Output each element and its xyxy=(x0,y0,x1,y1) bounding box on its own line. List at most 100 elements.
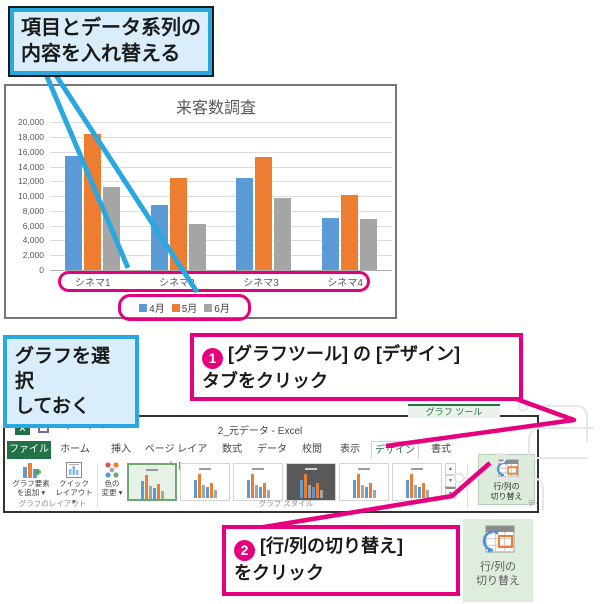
thumbnail-bar xyxy=(421,483,425,498)
gridline xyxy=(50,255,392,257)
thumbnail-bar xyxy=(148,486,152,499)
style-thumbnail-4[interactable] xyxy=(286,463,336,501)
thumbnail-bar xyxy=(405,480,409,498)
ribbon-tab-9[interactable]: 書式 xyxy=(431,444,451,455)
category-axis-highlight: シネマ1 シネマ2 シネマ3 シネマ4 xyxy=(58,271,370,292)
thumbnail-bar xyxy=(201,485,205,498)
tile-label-line2: 切り替え xyxy=(476,575,520,587)
clipped-next-button: デ xyxy=(536,472,537,483)
step1-line1: 1 [グラフツール] の [デザイン] xyxy=(202,342,511,369)
ribbon-tab-0[interactable]: ファイル xyxy=(7,441,51,459)
y-tick-label: 6,000 xyxy=(22,220,44,231)
gallery-scroll-up[interactable]: ▲ xyxy=(445,463,456,475)
select-callout-line2: しておく xyxy=(15,396,90,418)
y-tick-label: 18,000 xyxy=(18,131,44,142)
style-thumbnail-2[interactable] xyxy=(180,463,230,501)
thumbnail-title-bar xyxy=(305,468,317,470)
add-element-label1: グラフ要素 xyxy=(12,479,50,488)
quick-layout-button[interactable]: クイック レイアウト ▾ xyxy=(53,461,95,506)
thumbnail-bar xyxy=(193,480,197,498)
ribbon-tab-3[interactable]: ページ レイアウト xyxy=(144,444,208,473)
ribbon-tab-4[interactable]: 数式 xyxy=(222,444,242,455)
group-divider xyxy=(97,463,98,509)
switch-label2: 切り替え xyxy=(490,492,523,501)
chart-bar-6月-シネマ2 xyxy=(188,223,206,271)
y-tick-label: 14,000 xyxy=(18,161,44,172)
thumbnail-bars xyxy=(299,472,323,498)
thumbnail-bar xyxy=(205,487,209,498)
legend-label: 4月 xyxy=(149,304,165,315)
thumbnail-bar xyxy=(352,480,356,498)
y-tick-label: 12,000 xyxy=(18,176,44,187)
thumbnail-bar xyxy=(360,485,364,498)
gridline xyxy=(50,166,392,168)
style-thumbnail-5[interactable] xyxy=(339,463,389,501)
gridline xyxy=(50,225,392,227)
document-title: 2_元データ - Excel xyxy=(217,426,303,437)
ribbon-tab-6[interactable]: 校閲 xyxy=(302,444,322,455)
thumbnail-bar xyxy=(266,490,270,498)
ribbon-tab-2[interactable]: 挿入 xyxy=(111,444,131,455)
switch-row-column-tile-icon xyxy=(482,525,515,553)
step1-number-badge: 1 xyxy=(202,348,223,369)
thumbnail-bar xyxy=(315,483,319,498)
tile-label-line1: 行/列の xyxy=(479,561,517,573)
step2-line1: 2 [行/列の切り替え] xyxy=(234,534,448,561)
add-element-label2: を追加 ▾ xyxy=(16,488,46,497)
gridline xyxy=(50,196,392,198)
chart-bar-5月-シネマ3 xyxy=(255,156,273,271)
chart-tools-contextual-header: グラフ ツール xyxy=(408,404,500,418)
chart-style-gallery xyxy=(127,463,442,501)
swap-callout-line1: 項目とデータ系列の xyxy=(21,17,201,39)
legend-label: 6月 xyxy=(214,304,230,315)
chart-title: 来客数調査 xyxy=(175,100,256,117)
chart-bar-6月-シネマ4 xyxy=(359,219,377,271)
gridline xyxy=(50,122,392,124)
style-thumbnail-1[interactable] xyxy=(127,463,177,501)
legend-highlight: 4月 5月 6月 xyxy=(118,294,251,321)
thumbnail-bar xyxy=(417,487,421,498)
thumbnail-bars xyxy=(352,472,376,498)
change-colors-label1: 色の xyxy=(104,479,120,488)
gallery-scrollbar: ▲ ▼ ▼ xyxy=(445,463,456,499)
y-tick-label: 10,000 xyxy=(18,191,44,202)
switch-row-column-tile: 行/列の 切り替え xyxy=(463,519,533,602)
group-divider xyxy=(467,463,468,509)
add-chart-element-button[interactable]: グラフ要素 を追加 ▾ xyxy=(10,461,52,497)
ribbon-tab-1[interactable]: ホーム xyxy=(60,444,90,455)
step2-box: 2 [行/列の切り替え] をクリック xyxy=(222,525,460,596)
thumbnail-bar xyxy=(197,474,201,498)
chart-box[interactable]: 来客数調査 20,000 18,000 16,000 14,000 12,000 10,0… xyxy=(4,84,397,321)
thumbnail-bar xyxy=(258,487,262,498)
gallery-scroll-down[interactable]: ▼ xyxy=(445,475,456,487)
y-tick-label: 8,000 xyxy=(22,205,44,216)
ribbon-tab-design-active[interactable]: デザイン xyxy=(371,441,419,459)
gridline xyxy=(50,136,392,138)
thumbnail-bar xyxy=(213,490,217,498)
style-thumbnail-6[interactable] xyxy=(392,463,442,501)
legend-item: 5月 xyxy=(171,300,197,315)
thumbnail-bar xyxy=(425,490,429,498)
switch-row-column-icon xyxy=(496,459,518,478)
step1-text2: タブをクリック xyxy=(202,371,328,391)
ribbon-tab-5[interactable]: データ xyxy=(257,444,287,455)
gallery-more-button[interactable]: ▼ xyxy=(445,487,456,499)
ribbon-tab-7[interactable]: 表示 xyxy=(340,444,360,455)
thumbnail-title-bar xyxy=(358,468,370,470)
style-thumbnail-3[interactable] xyxy=(233,463,283,501)
thumbnail-bars xyxy=(246,472,270,498)
thumbnail-bars xyxy=(193,472,217,498)
y-tick-label: 2,000 xyxy=(22,250,44,261)
y-tick-label: 0 xyxy=(39,265,44,275)
thumbnail-bar xyxy=(299,480,303,498)
legend-swatch xyxy=(204,303,213,312)
thumbnail-title-bar xyxy=(252,468,264,470)
thumbnail-bar xyxy=(209,483,213,498)
quick-layout-label1: クイック xyxy=(59,479,89,488)
change-colors-button[interactable]: 色の 変更 ▾ xyxy=(99,461,125,497)
step1-text1: [グラフツール] の [デザイン] xyxy=(228,344,460,364)
thumbnail-bar xyxy=(250,474,254,498)
legend-swatch xyxy=(171,303,180,312)
thumbnail-bar xyxy=(413,485,417,498)
